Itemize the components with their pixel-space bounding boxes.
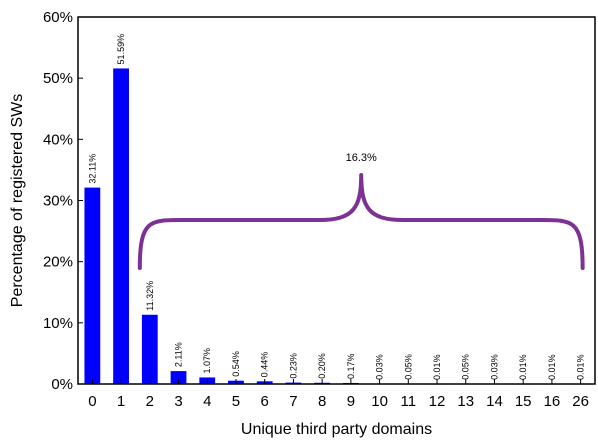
x-tick-label: 7: [289, 393, 297, 410]
x-tick-label: 2: [146, 393, 154, 410]
x-tick-label: 12: [429, 393, 446, 410]
bar-2: [141, 314, 158, 384]
y-ticks-group: 0% 10% 20% 30% 40% 50% 60%: [43, 9, 83, 393]
x-tick-label: 11: [401, 393, 417, 410]
y-axis-title: Percentage of registered SWs: [9, 94, 26, 307]
x-tick-label: 3: [174, 393, 182, 410]
x-tick-label: 14: [486, 393, 503, 410]
y-tick-label: 20%: [43, 254, 73, 271]
bar-value-label: 0.01%: [576, 354, 586, 380]
x-tick-label: 13: [457, 393, 474, 410]
bar-value-label: 0.05%: [403, 354, 413, 380]
x-tick-label: 16: [544, 393, 561, 410]
x-tick-label: 26: [572, 393, 589, 410]
x-tick-label: 4: [203, 393, 211, 410]
bar-value-label: 0.17%: [346, 353, 356, 379]
x-ticks-group: 0 1 2 3 4 5 6 7 8 9 10 11 12 13 14 15 16 26: [88, 379, 589, 410]
bar-value-label: 0.03%: [489, 354, 499, 380]
bar-value-label: 0.05%: [461, 354, 471, 380]
annotation-label: 16.3%: [346, 152, 377, 164]
y-tick-label: 10%: [43, 315, 73, 332]
bar-value-label: 11.32%: [145, 281, 155, 311]
bar-value-label: 0.44%: [260, 352, 270, 378]
bar-value-label: 2.11%: [174, 342, 184, 367]
bar-value-label: 0.01%: [432, 354, 442, 380]
x-tick-label: 8: [318, 393, 326, 410]
bar-value-label: 0.01%: [547, 354, 557, 380]
bar-0: [84, 187, 101, 384]
plot-frame: [77, 16, 596, 385]
x-tick-label: 10: [371, 393, 388, 410]
x-tick-label: 5: [232, 393, 240, 410]
y-tick-label: 30%: [43, 193, 73, 210]
bar-value-label: 1.07%: [202, 348, 212, 374]
y-tick-label: 50%: [43, 70, 73, 87]
x-tick-label: 1: [117, 393, 125, 410]
x-tick-label: 6: [261, 393, 269, 410]
bar-3: [170, 371, 187, 384]
y-tick-label: 0%: [51, 376, 73, 393]
bar-1: [113, 68, 129, 385]
bar-value-label: 0.20%: [317, 353, 327, 379]
x-axis-title: Unique third party domains: [241, 421, 432, 438]
bar-value-label: 32.11%: [87, 154, 97, 184]
bar-value-label: 0.23%: [288, 353, 298, 379]
brace-annotation: [137, 173, 585, 270]
x-tick-label: 15: [515, 393, 532, 410]
x-tick-label: 0: [88, 393, 96, 410]
y-tick-label: 60%: [43, 9, 73, 26]
bar-value-label: 0.03%: [375, 354, 385, 380]
bar-value-label: 0.01%: [518, 354, 528, 380]
y-tick-label: 40%: [43, 131, 73, 148]
bar-value-label: 0.54%: [231, 351, 241, 377]
x-tick-label: 9: [347, 393, 355, 410]
bar-labels-group: 32.11% 51.59% 11.32% 2.11% 1.07% 0.54% 0.44% 0.…: [87, 34, 585, 380]
bar-value-label: 51.59%: [116, 34, 126, 65]
